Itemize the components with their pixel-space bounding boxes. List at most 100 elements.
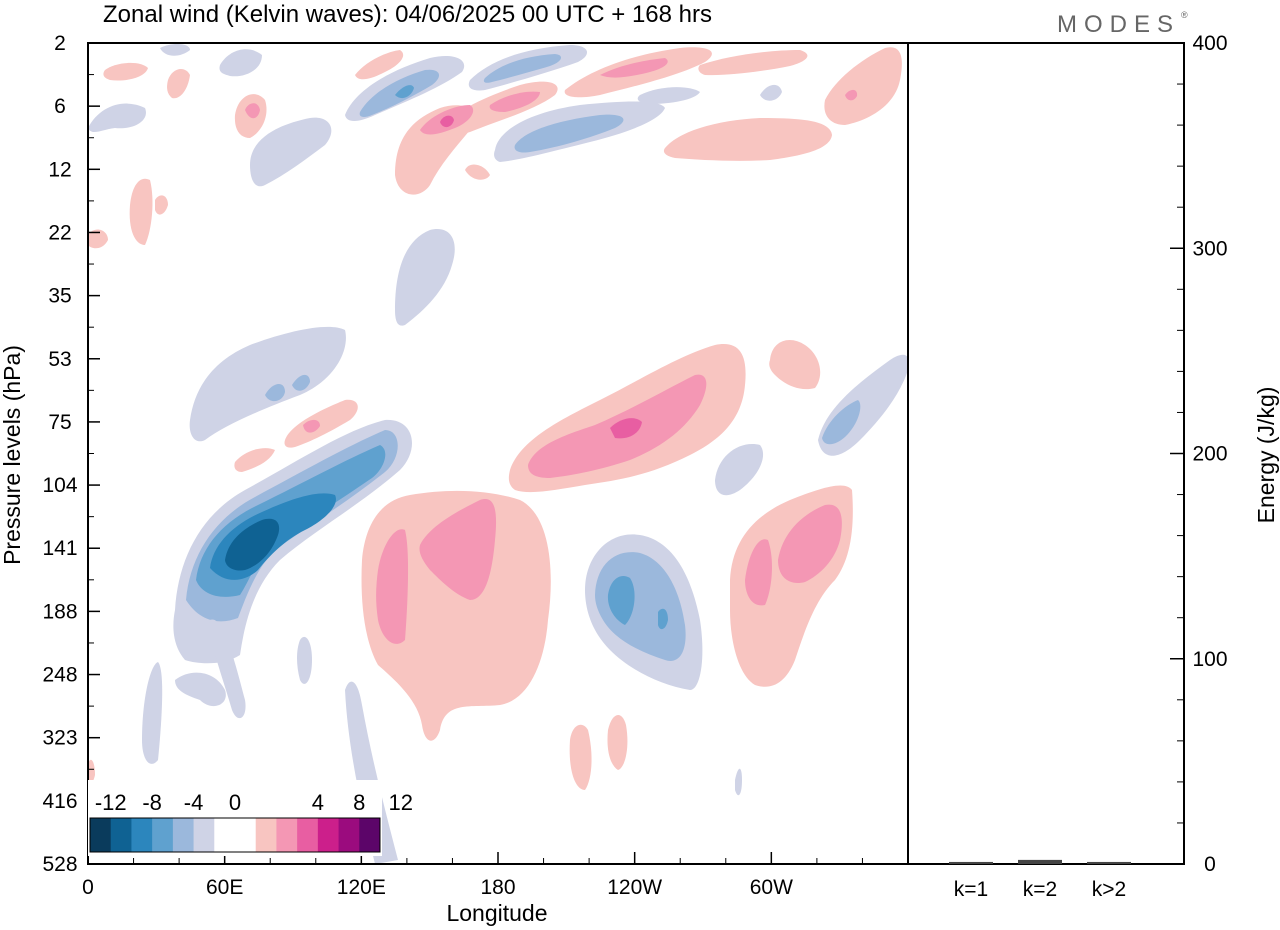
positive-contour <box>284 399 358 448</box>
negative-contour <box>209 619 246 719</box>
positive-contour <box>489 91 540 112</box>
positive-contour <box>155 195 168 215</box>
negative-contour <box>345 681 398 864</box>
negative-contour <box>395 229 455 326</box>
x-tick-label: 60W <box>750 876 793 899</box>
energy-category-label: k>2 <box>1092 878 1126 901</box>
energy-tick-label: 0 <box>1204 853 1216 876</box>
positive-contour <box>569 724 592 790</box>
positive-contour <box>698 50 808 76</box>
chart-title: Zonal wind (Kelvin waves): 04/06/2025 00… <box>103 1 712 28</box>
energy-bars: k=1 k=2 k>2 <box>949 859 1131 901</box>
y-tick-label: 416 <box>42 790 77 813</box>
negative-contour <box>219 49 262 77</box>
positive-contour <box>778 504 842 584</box>
negative-contour <box>715 444 764 496</box>
y-tick-label: 6 <box>54 95 66 118</box>
x-tick-label: 60E <box>206 876 243 899</box>
y-tick-label: 528 <box>42 853 77 876</box>
energy-axis-label: Energy (J/kg) <box>1253 387 1279 524</box>
positive-contour <box>167 68 190 99</box>
positive-contour <box>607 714 628 770</box>
negative-contour <box>225 518 280 571</box>
negative-contour <box>250 117 332 187</box>
negative-contour <box>514 114 624 153</box>
y-tick-label: 75 <box>48 411 71 434</box>
positive-contour <box>845 89 858 101</box>
colorbar-label: 4 <box>312 790 324 815</box>
positive-contour <box>440 115 454 128</box>
energy-bar <box>949 861 993 864</box>
y-tick-label: 22 <box>48 221 71 244</box>
colorbar-swatch <box>152 818 174 852</box>
energy-category-label: k=2 <box>1023 878 1057 901</box>
negative-contour <box>142 662 163 764</box>
logo-registered-mark: ® <box>1181 10 1188 20</box>
energy-bar <box>1087 861 1131 864</box>
negative-contour <box>607 575 635 625</box>
negative-contour <box>822 400 861 445</box>
colorbar-swatch <box>235 818 257 852</box>
positive-contour <box>361 490 551 741</box>
negative-contour <box>160 44 190 56</box>
positive-contour <box>824 47 902 125</box>
energy-tick-label: 300 <box>1192 237 1227 260</box>
colorbar-label: 8 <box>353 790 365 815</box>
positive-contour <box>610 418 642 439</box>
colorbar-swatch <box>193 818 215 852</box>
negative-contour <box>760 84 782 101</box>
colorbar-swatch <box>110 818 132 852</box>
energy-tick-label: 100 <box>1192 648 1227 671</box>
positive-contour <box>303 419 320 433</box>
positive-contour <box>88 759 95 783</box>
negative-contour <box>265 384 285 402</box>
energy-tick-label: 400 <box>1192 32 1227 55</box>
negative-contour <box>297 636 312 684</box>
y-tick-label: 53 <box>48 348 71 371</box>
energy-panel-frame <box>907 42 1185 865</box>
colorbar-swatch <box>214 818 236 852</box>
y-tick-label: 12 <box>48 158 71 181</box>
negative-contour <box>395 85 414 99</box>
y-tick-label: 104 <box>42 474 77 497</box>
positive-contour <box>129 178 153 245</box>
negative-contour <box>658 608 668 630</box>
colorbar-swatch <box>276 818 298 852</box>
negative-contour <box>483 54 562 83</box>
negative-anomaly-region <box>88 44 908 864</box>
negative-contour <box>735 768 742 796</box>
colorbar-frame <box>89 817 381 853</box>
modes-logo: MODES <box>1057 11 1180 38</box>
wind-field <box>88 44 908 864</box>
longitude-axis: 0 60E 120E 180 120W 60W <box>82 852 863 899</box>
negative-contour <box>175 672 226 707</box>
y-tick-label: 141 <box>42 537 77 560</box>
colorbar-label: -4 <box>184 790 204 815</box>
positive-contour <box>245 103 260 119</box>
x-tick-label: 180 <box>480 876 515 899</box>
positive-contour <box>103 62 148 81</box>
positive-contour <box>234 448 275 472</box>
positive-contour <box>600 58 668 78</box>
positive-contour <box>419 499 497 600</box>
x-tick-label: 120E <box>337 876 386 899</box>
y-tick-label: 248 <box>42 664 77 687</box>
colorbar-label: -12 <box>95 790 127 815</box>
negative-contour <box>189 326 346 442</box>
y-tick-label: 188 <box>42 600 77 623</box>
positive-contour <box>769 340 821 390</box>
positive-contour <box>88 229 108 249</box>
negative-contour <box>88 103 146 133</box>
energy-axis: 0 100 200 300 400 <box>1170 32 1228 876</box>
colorbar-swatch <box>359 818 381 852</box>
positive-contour <box>465 164 490 180</box>
negative-contour <box>292 374 310 391</box>
pressure-axis: 2 6 12 22 35 53 75 104 141 188 248 323 416 528 <box>42 32 100 876</box>
positive-contour <box>355 50 404 80</box>
colorbar-swatch <box>131 818 153 852</box>
colorbar-swatch <box>90 818 112 852</box>
y-tick-label: 2 <box>54 32 66 55</box>
energy-category-label: k=1 <box>954 878 988 901</box>
positive-contour <box>745 539 772 606</box>
